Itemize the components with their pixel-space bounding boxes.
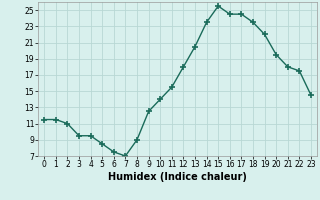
X-axis label: Humidex (Indice chaleur): Humidex (Indice chaleur) bbox=[108, 172, 247, 182]
